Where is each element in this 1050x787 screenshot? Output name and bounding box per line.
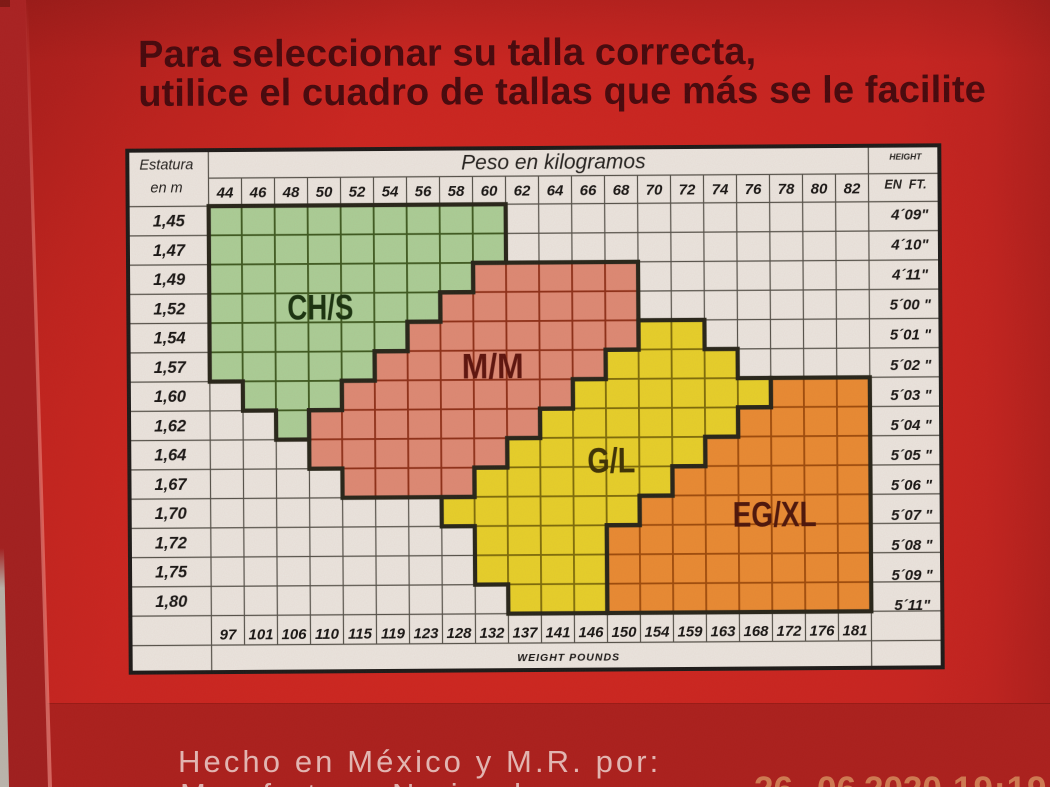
svg-text:146: 146 (578, 624, 604, 641)
svg-text:64: 64 (547, 182, 564, 199)
svg-text:141: 141 (545, 624, 570, 641)
svg-text:119: 119 (381, 625, 406, 642)
svg-text:50: 50 (316, 184, 333, 201)
svg-text:CH/S: CH/S (287, 288, 353, 327)
svg-text:150: 150 (611, 624, 637, 641)
svg-text:1,72: 1,72 (155, 534, 187, 552)
svg-text:1,47: 1,47 (153, 242, 186, 260)
svg-text:1,64: 1,64 (154, 446, 186, 464)
svg-text:54: 54 (382, 183, 399, 200)
svg-text:97: 97 (220, 626, 237, 643)
svg-text:4´11": 4´11" (891, 267, 929, 284)
svg-text:M/M: M/M (462, 347, 524, 386)
svg-text:78: 78 (778, 181, 795, 198)
svg-text:110: 110 (315, 626, 340, 643)
svg-text:137: 137 (512, 624, 538, 641)
svg-text:5´00 ": 5´00 " (890, 297, 932, 314)
svg-text:128: 128 (446, 625, 472, 642)
svg-text:168: 168 (743, 623, 769, 640)
svg-text:5´01 ": 5´01 " (890, 327, 932, 344)
svg-text:163: 163 (710, 623, 736, 640)
svg-text:60: 60 (481, 183, 498, 200)
svg-text:1,54: 1,54 (153, 329, 185, 347)
svg-text:5´03 ": 5´03 " (890, 387, 932, 404)
svg-text:115: 115 (348, 626, 373, 643)
svg-text:52: 52 (349, 184, 366, 201)
svg-text:1,62: 1,62 (154, 417, 186, 435)
svg-text:172: 172 (776, 623, 802, 640)
svg-text:44: 44 (216, 184, 234, 201)
svg-text:181: 181 (842, 622, 867, 639)
svg-text:1,45: 1,45 (153, 212, 186, 230)
svg-text:1,67: 1,67 (154, 476, 187, 494)
svg-text:WEIGHT POUNDS: WEIGHT POUNDS (517, 651, 620, 664)
svg-text:56: 56 (415, 183, 432, 200)
svg-text:1,49: 1,49 (153, 271, 186, 289)
svg-text:1,57: 1,57 (154, 359, 187, 377)
svg-text:5´02 ": 5´02 " (890, 357, 932, 374)
svg-text:72: 72 (679, 181, 696, 198)
svg-text:101: 101 (248, 626, 273, 643)
svg-text:4´10": 4´10" (890, 237, 929, 254)
svg-text:176: 176 (809, 623, 835, 640)
svg-text:Estatura: Estatura (139, 157, 193, 173)
svg-text:5´04 ": 5´04 " (890, 417, 932, 434)
svg-text:58: 58 (448, 183, 465, 200)
svg-text:5´08 ": 5´08 " (891, 537, 933, 554)
svg-text:123: 123 (413, 625, 439, 642)
svg-text:48: 48 (282, 184, 300, 201)
svg-text:HEIGHT: HEIGHT (889, 151, 922, 161)
svg-text:132: 132 (479, 625, 505, 642)
svg-text:4´09": 4´09" (890, 206, 929, 223)
svg-text:1,52: 1,52 (153, 300, 185, 318)
svg-text:1,80: 1,80 (155, 593, 188, 611)
svg-text:5´11": 5´11" (894, 597, 931, 614)
svg-text:5´07 ": 5´07 " (891, 507, 933, 524)
svg-text:EG/XL: EG/XL (733, 495, 817, 535)
svg-text:G/L: G/L (587, 441, 635, 480)
svg-text:80: 80 (811, 181, 828, 198)
svg-text:106: 106 (281, 626, 307, 643)
svg-text:1,60: 1,60 (154, 388, 187, 406)
svg-text:1,75: 1,75 (155, 563, 188, 581)
svg-text:EN FT.: EN FT. (884, 177, 926, 191)
svg-text:5´09 ": 5´09 " (891, 567, 933, 584)
svg-text:68: 68 (613, 182, 630, 199)
svg-text:1,70: 1,70 (155, 505, 188, 523)
svg-text:en m: en m (150, 180, 182, 196)
svg-text:76: 76 (745, 181, 762, 198)
svg-text:154: 154 (644, 624, 670, 641)
svg-text:Peso en kilogramos: Peso en kilogramos (461, 150, 646, 174)
svg-text:5´05 ": 5´05 " (891, 447, 933, 464)
svg-text:46: 46 (249, 184, 267, 201)
svg-text:62: 62 (514, 183, 531, 200)
svg-text:70: 70 (646, 182, 663, 199)
svg-text:82: 82 (844, 180, 861, 197)
svg-text:159: 159 (677, 623, 703, 640)
svg-text:66: 66 (580, 182, 597, 199)
svg-text:5´06 ": 5´06 " (891, 477, 933, 494)
svg-text:74: 74 (712, 181, 729, 198)
